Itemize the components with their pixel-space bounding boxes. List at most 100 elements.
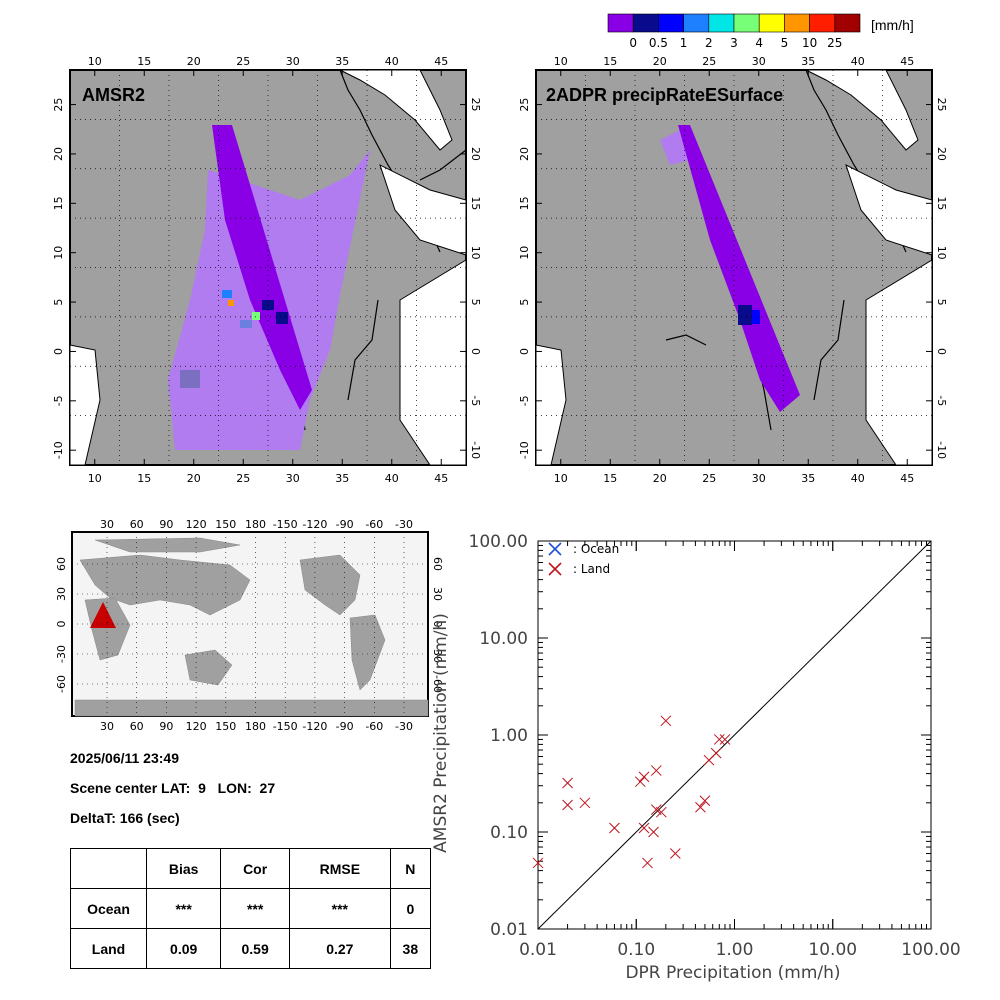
lat-tick-label: 5 (52, 299, 65, 306)
globe-lon-label: -120 (302, 518, 327, 531)
x-tick-label: 100.00 (901, 940, 960, 960)
cell-rmse: *** (288, 888, 391, 929)
globe-lon-label: -90 (336, 720, 354, 733)
data-point-land (562, 799, 573, 811)
globe-lon-label: 180 (245, 720, 266, 733)
data-point-land (655, 806, 667, 818)
legend-marker (548, 542, 562, 556)
world-map: 30 30 60 60 90 90 120 120 150 150 180 180 -150 -150 -1… (55, 518, 444, 733)
colorbar-label: 2 (705, 36, 713, 50)
lon-tick-label: 30 (752, 472, 766, 485)
x-tick-label: 0.10 (617, 940, 655, 960)
globe-lon-label: 60 (130, 720, 144, 733)
globe-lat-label: 0 (431, 621, 444, 628)
lon-tick-label: 20 (653, 472, 667, 485)
lat-tick-label: 10 (52, 246, 65, 260)
lon-tick-label: 40 (851, 55, 865, 68)
stats-header-row: Bias Cor RMSE N (70, 848, 432, 889)
lat-tick-label: 25 (469, 98, 482, 112)
globe-lon-label: 120 (186, 720, 207, 733)
lat-tick-label: 20 (935, 147, 948, 161)
lat-tick-label: -10 (52, 441, 65, 459)
lon-tick-label: 45 (900, 55, 914, 68)
continents (74, 537, 429, 717)
y-tick-label: 10.00 (479, 629, 528, 649)
lat-tick-label: 15 (518, 196, 531, 210)
lon-tick-label: 10 (88, 55, 102, 68)
cell-bias: *** (145, 888, 222, 929)
lat-tick-label: 0 (518, 348, 531, 355)
lon-tick-label: 20 (187, 55, 201, 68)
colorbar-label: 0 (629, 36, 637, 50)
colorbar-box (834, 13, 861, 33)
lat-tick-label: -10 (935, 441, 948, 459)
data-point-land (579, 797, 591, 809)
lon-tick-label: 40 (851, 472, 865, 485)
globe-lon-label: -60 (365, 720, 383, 733)
lat-tick-label: 25 (935, 98, 948, 112)
lat-tick-label: 0 (935, 348, 948, 355)
lon-tick-label: 40 (385, 472, 399, 485)
rain-cell-7 (240, 320, 252, 328)
scene-location-marker (90, 602, 116, 628)
globe-lon-label: 180 (245, 518, 266, 531)
lat-tick-label: -5 (518, 395, 531, 406)
lon-tick-label: 25 (236, 55, 250, 68)
lon-tick-label: 45 (434, 472, 448, 485)
header-bias: Bias (145, 848, 222, 889)
left-map-ticks: 10 10 15 15 20 20 25 25 30 30 35 35 40 40 45 45 25 25 20 20… (52, 55, 482, 485)
lat-tick-label: -10 (469, 441, 482, 459)
globe-lon-label: 90 (159, 720, 173, 733)
delta-time-text: DeltaT: 166 (sec) (70, 810, 180, 826)
rain-cell-3 (252, 312, 260, 320)
globe-lat-label: -60 (431, 675, 444, 693)
ocean-white-3 (865, 259, 933, 466)
data-point-land (532, 857, 544, 869)
globe-lat-label: 60 (55, 557, 68, 571)
colorbar-label: 1 (680, 36, 688, 50)
rain-cell-5 (222, 290, 232, 298)
colorbar-box (733, 13, 760, 33)
data-point-land (648, 826, 659, 838)
lon-tick-label: 25 (236, 472, 250, 485)
swath-dpr (678, 125, 800, 412)
data-point-land (669, 848, 681, 859)
colorbar-label: 10 (802, 36, 817, 50)
stats-row-ocean: Ocean *** *** *** 0 (70, 888, 432, 929)
colorbar-label: 3 (730, 36, 738, 50)
colorbar-label: 0.5 (649, 36, 668, 50)
colorbar-box (632, 13, 659, 33)
lon-tick-label: 15 (603, 55, 617, 68)
axis-ticks: 0.010.01 0.10 0.10 1.00 1.00 10.00 10.00 100.00… (469, 532, 961, 960)
data-point-land (719, 734, 731, 745)
colorbar-label: 4 (755, 36, 763, 50)
cell-bias: 0.09 (145, 928, 222, 969)
colorbar-box (784, 13, 810, 33)
ocean-white-1 (805, 69, 919, 151)
colorbar: [mm/h] 0 0.5 1 2 3 4 5 10 25 (607, 13, 914, 50)
rain-cell-4 (228, 300, 234, 306)
lon-tick-label: 10 (554, 55, 568, 68)
globe-lon-label: 150 (215, 720, 236, 733)
x-tick-label: 0.01 (519, 940, 557, 960)
dpr-map: 2ADPR precipRateESurface 10 10 15 15 20 20 25 2… (518, 55, 948, 485)
lon-tick-label: 45 (900, 472, 914, 485)
lat-tick-label: 20 (52, 147, 65, 161)
lat-tick-label: 0 (52, 348, 65, 355)
globe-lon-label: -30 (395, 518, 413, 531)
globe-lon-label: -150 (273, 518, 298, 531)
colorbar-box (758, 13, 785, 33)
lon-tick-label: 25 (702, 55, 716, 68)
data-point-land (634, 776, 646, 788)
cell-cor: *** (220, 888, 290, 929)
lon-tick-label: 15 (137, 55, 151, 68)
lat-tick-label: 25 (518, 98, 531, 112)
colorbar-label: 5 (781, 36, 789, 50)
x-axis-label: DPR Precipitation (mm/h) (625, 963, 840, 983)
ocean-white-3 (399, 259, 467, 466)
x-tick-label: 1.00 (716, 940, 754, 960)
globe-lon-label: 150 (215, 518, 236, 531)
lat-tick-label: -10 (518, 441, 531, 459)
lon-tick-label: 35 (335, 472, 349, 485)
globe-lon-label: -150 (273, 720, 298, 733)
